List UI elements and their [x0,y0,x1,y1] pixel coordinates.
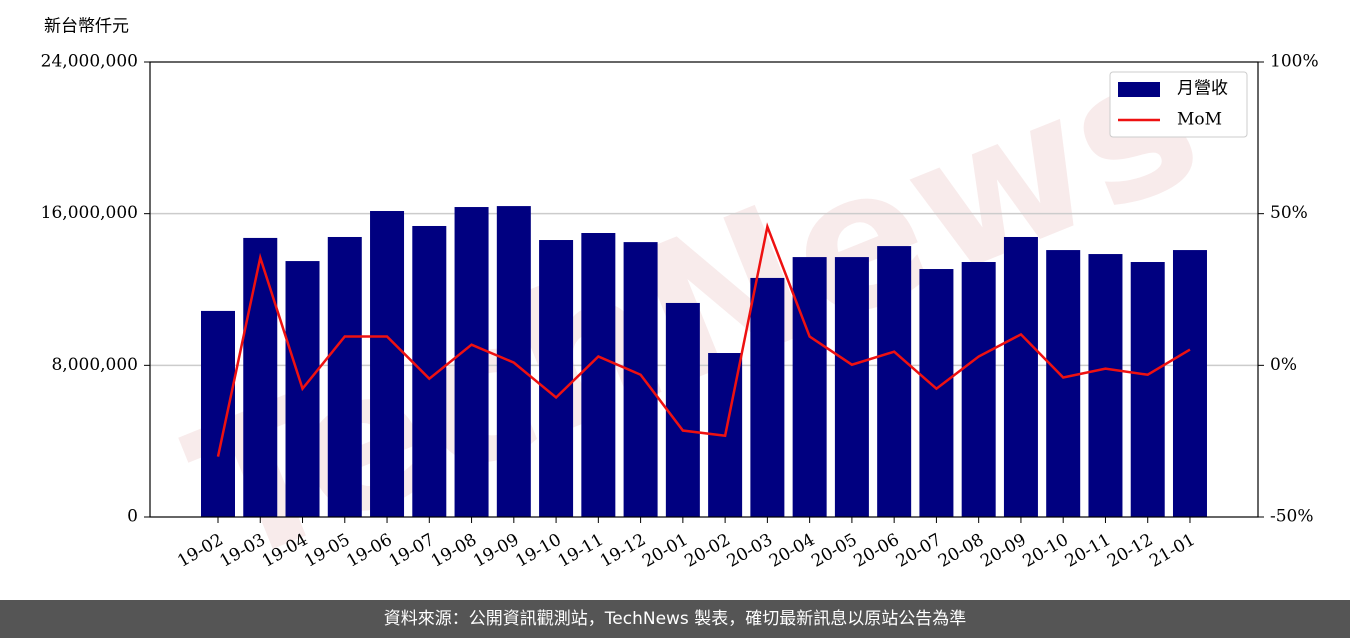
line [216,222,1191,457]
bar [1130,262,1165,517]
x-tick-label: 19-11 [555,530,607,572]
bar [834,257,869,517]
plot-frame [149,61,1259,518]
bar [961,262,996,517]
y2-tick-label: 0% [1270,355,1297,375]
bar [581,233,616,518]
y-tick-label: 8,000,000 [51,355,138,375]
bar [1088,254,1123,517]
x-tick-label: 20-01 [639,530,691,572]
x-tick-label: 19-12 [597,530,649,572]
footer-bar [0,600,1350,638]
bar [877,246,912,517]
bar [1172,250,1207,518]
bar [1046,250,1081,518]
bar [412,225,447,518]
x-tick-label: 21-01 [1146,530,1198,572]
x-tick-label: 20-02 [681,530,733,572]
bar [327,236,362,517]
y-tick-label: 0 [127,507,138,527]
x-tick-label: 19-02 [174,530,226,572]
bar [201,310,235,517]
y-tick-label: 16,000,000 [41,203,138,223]
y2-tick-label: 50% [1270,203,1308,223]
bar [243,237,278,517]
x-tick-label: 20-06 [850,530,902,572]
bar [665,302,700,517]
x-tick-label: 20-08 [935,530,987,572]
x-tick-label: 20-05 [808,530,860,572]
x-tick-label: 20-09 [977,530,1029,572]
bar [454,207,489,517]
bar [919,269,954,517]
x-tick-label: 20-03 [724,530,776,572]
bar [539,240,574,518]
legend-label: 月營收 [1177,79,1228,99]
x-tick-label: 19-10 [512,530,564,572]
x-tick-label: 19-09 [470,530,522,572]
x-tick-label: 20-10 [1020,530,1072,572]
y-axis-label: 新台幣仟元 [44,17,129,37]
legend-swatch [1118,82,1160,97]
legend-label: MoM [1177,110,1222,130]
footer: 資料來源：公開資訊觀測站，TechNews 製表，確切最新訊息以原站公告為準 [384,609,966,629]
bar [623,242,658,517]
bar [370,211,405,517]
y-tick-label: 24,000,000 [41,52,138,72]
x-tick-label: 20-04 [766,530,818,572]
x-tick-label: 20-12 [1104,530,1156,572]
bar [1003,236,1038,517]
x-tick-label: 20-07 [893,530,945,572]
x-tick-label: 19-08 [428,530,480,572]
x-tick-label: 20-11 [1062,530,1114,572]
bar [792,257,827,517]
y2-tick-label: 100% [1270,52,1319,72]
bar [750,277,785,517]
legend: 月營收 MoM [1109,71,1248,138]
y2-tick-label: -50% [1270,507,1314,527]
